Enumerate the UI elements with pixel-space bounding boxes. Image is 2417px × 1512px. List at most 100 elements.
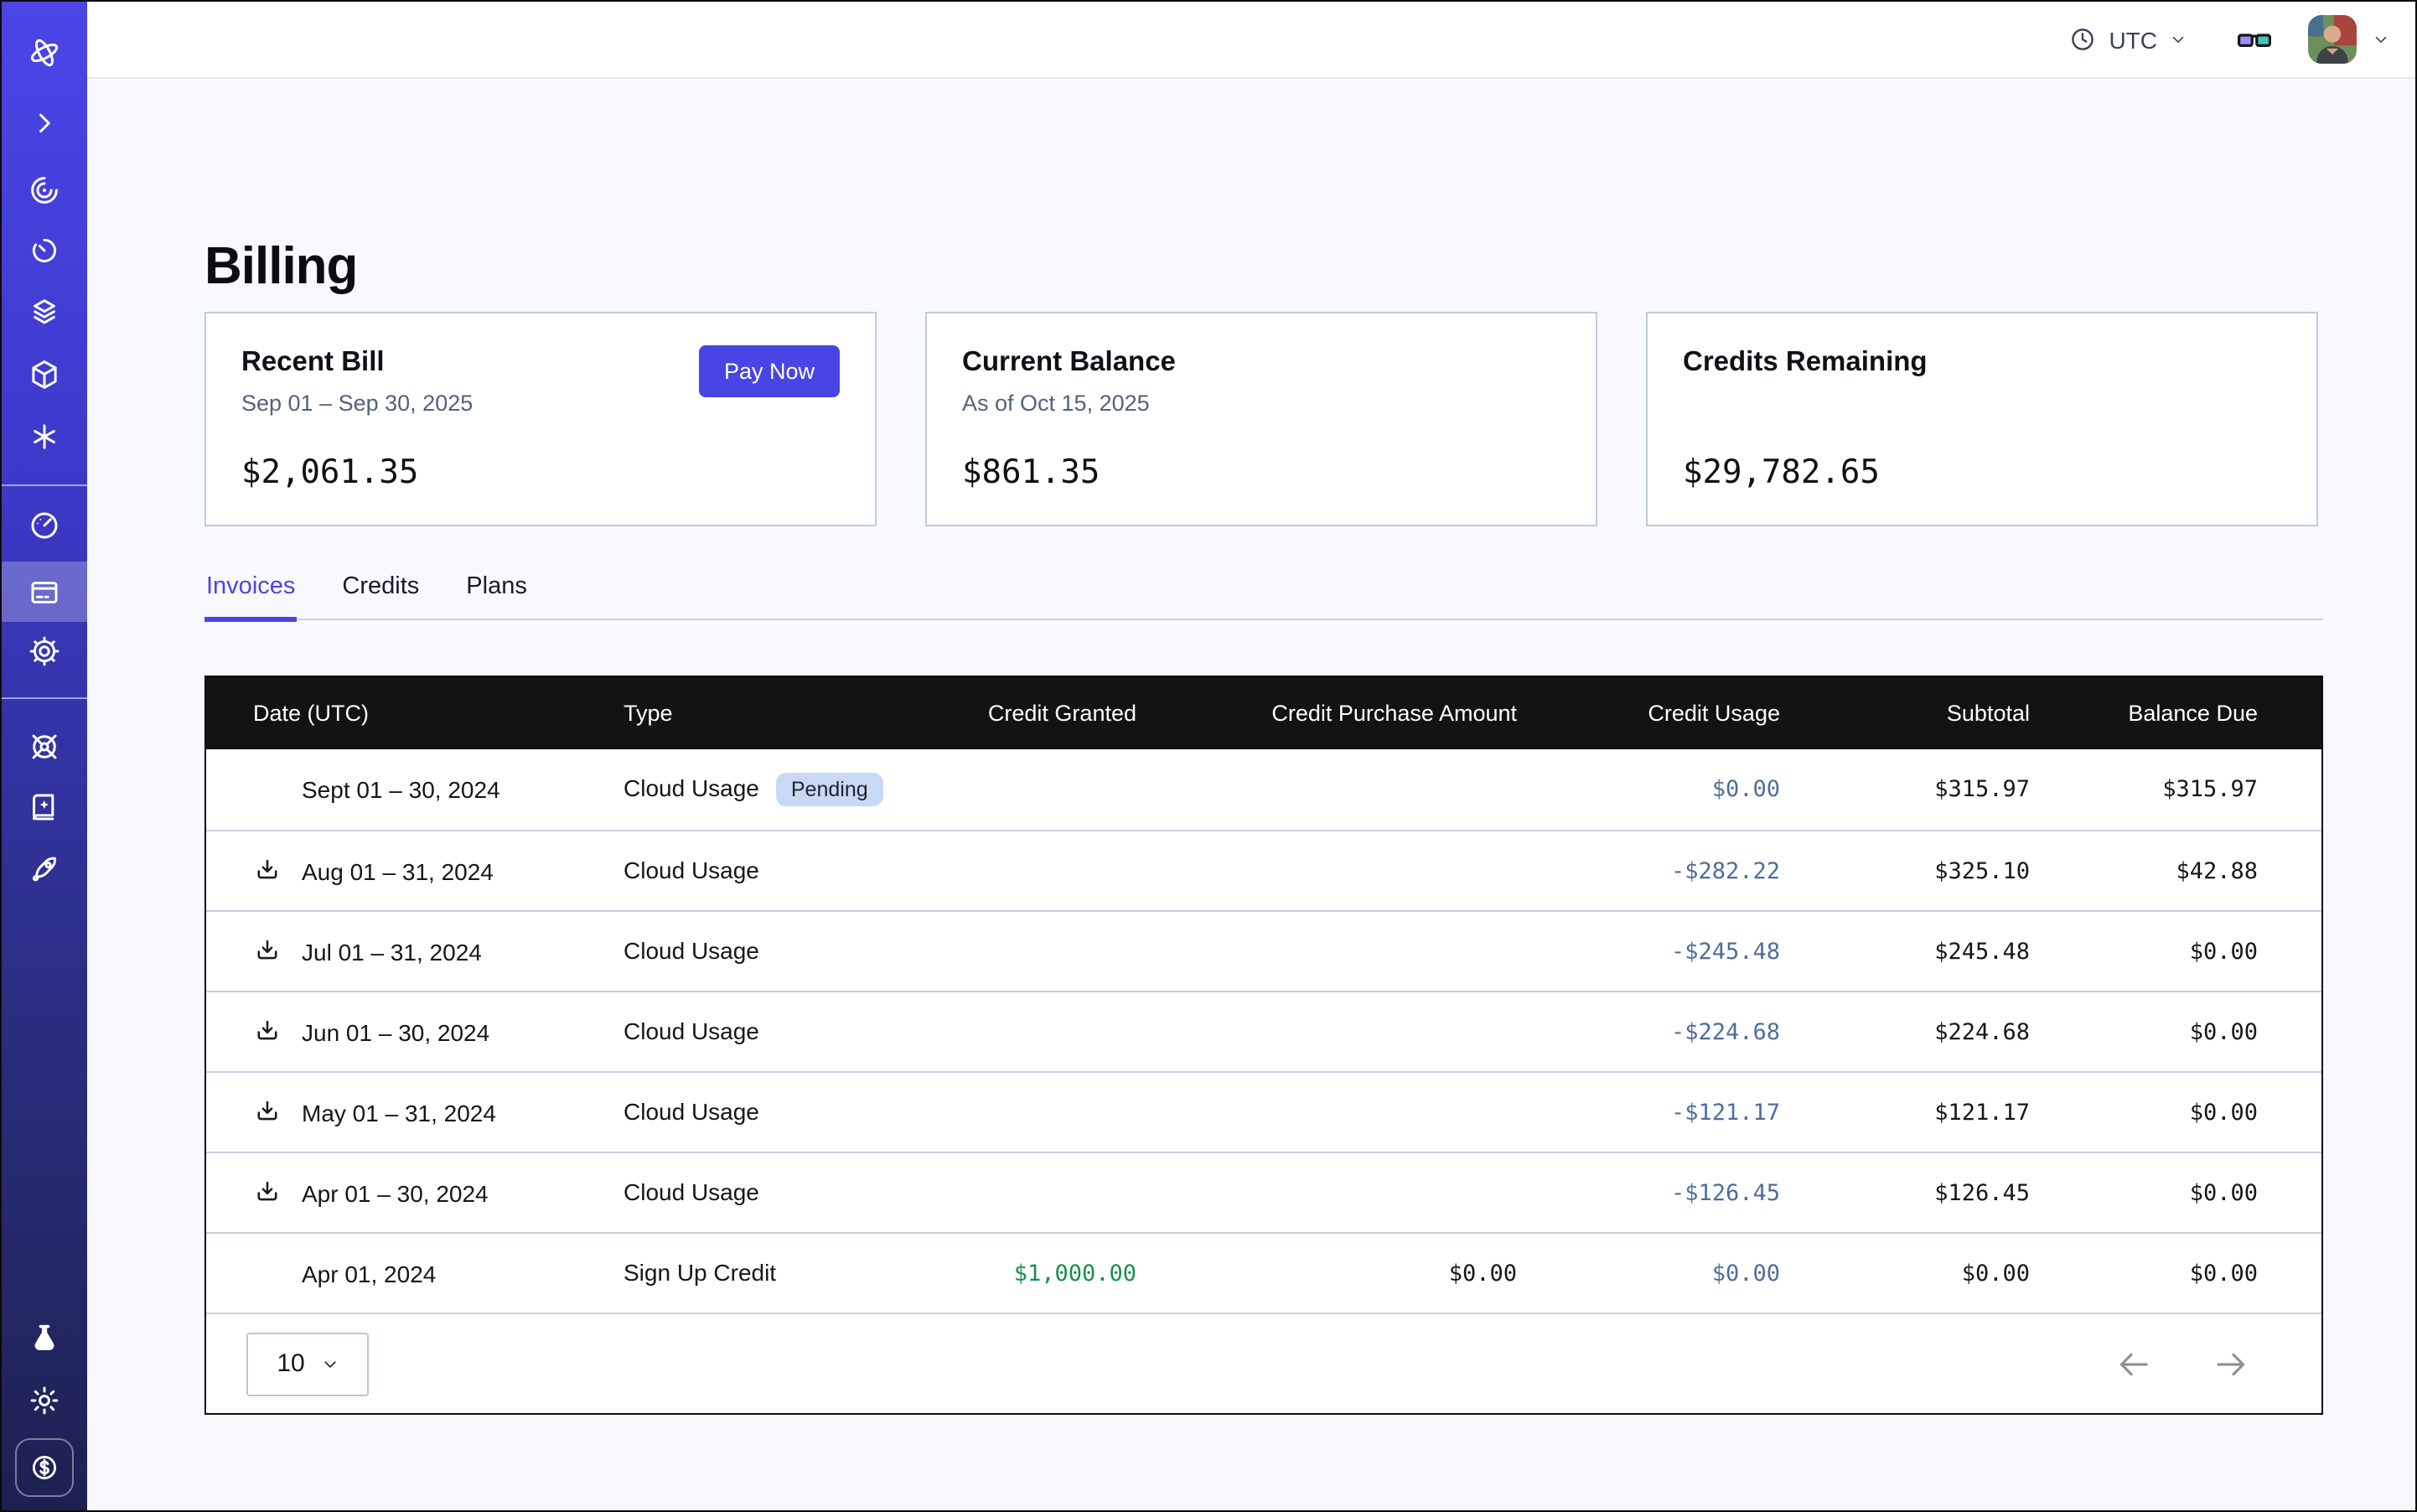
sidebar-item-billing[interactable] [2, 568, 87, 615]
invoice-date: Apr 01, 2024 [302, 1260, 437, 1287]
balance-due-value: $315.97 [2162, 776, 2258, 803]
reader-glasses-icon[interactable] [2234, 19, 2275, 60]
labs-flask-icon[interactable] [2, 1314, 87, 1361]
sidebar-active-highlight [2, 562, 87, 622]
avatar[interactable] [2308, 15, 2357, 64]
credit-usage-value: -$224.68 [1670, 1018, 1780, 1045]
rocket-icon[interactable] [2, 845, 87, 892]
invoice-date: Jul 01 – 31, 2024 [302, 938, 482, 965]
tab-invoices[interactable]: Invoices [204, 573, 298, 622]
card-title: Credits Remaining [1683, 347, 1928, 377]
timezone-label: UTC [2109, 26, 2157, 53]
status-badge: Pending [775, 773, 883, 806]
subtotal-value: $325.10 [1934, 857, 2030, 884]
credit-usage-value: $0.00 [1711, 1260, 1780, 1287]
invoice-type: Cloud Usage [624, 774, 759, 801]
credit-usage-value: -$121.17 [1670, 1099, 1780, 1126]
invoice-type: Cloud Usage [624, 1178, 759, 1204]
support-wheel-icon[interactable] [2, 722, 87, 769]
invoice-type: Cloud Usage [624, 856, 759, 883]
header-credit-usage: Credit Usage [1648, 701, 1780, 726]
invoice-type: Cloud Usage [624, 936, 759, 963]
credit-granted-value: $1,000.00 [1013, 1260, 1136, 1287]
invoice-date: Jun 01 – 30, 2024 [302, 1018, 490, 1045]
download-invoice-button[interactable] [253, 1098, 282, 1126]
download-invoice-button[interactable] [253, 1017, 282, 1046]
theme-sun-icon[interactable] [2, 1376, 87, 1423]
balance-due-value: $0.00 [2189, 938, 2258, 965]
credit-usage-value: -$245.48 [1670, 938, 1780, 965]
header-date: Date (UTC) [253, 701, 370, 726]
subtotal-value: $126.45 [1934, 1179, 2030, 1206]
card-amount: $2,061.35 [241, 453, 419, 491]
pay-now-button[interactable]: Pay Now [698, 345, 840, 397]
chevron-down-icon [324, 1360, 336, 1367]
balance-due-value: $42.88 [2176, 857, 2258, 884]
invoice-date: Apr 01 – 30, 2024 [302, 1179, 489, 1206]
tab-plans[interactable]: Plans [466, 573, 527, 600]
brand-logo-icon[interactable] [2, 28, 87, 75]
table-row: May 01 – 31, 2024 Cloud Usage -$121.17 $… [206, 1071, 2321, 1152]
table-row: Apr 01, 2024 Sign Up Credit $1,000.00 $0… [206, 1232, 2321, 1313]
header-type: Type [624, 701, 673, 726]
card-title: Recent Bill [241, 347, 385, 377]
card-subtitle: Sep 01 – Sep 30, 2025 [241, 391, 474, 416]
table-header: Date (UTC) Type Credit Granted Credit Pu… [206, 677, 2321, 749]
recent-bill-card: Recent Bill Sep 01 – Sep 30, 2025 $2,061… [204, 312, 877, 526]
tab-credits[interactable]: Credits [342, 573, 420, 600]
cube-icon[interactable] [2, 350, 87, 397]
page-size-select[interactable]: 10 [246, 1332, 369, 1395]
invoice-type: Cloud Usage [624, 1017, 759, 1043]
table-row: Apr 01 – 30, 2024 Cloud Usage -$126.45 $… [206, 1152, 2321, 1232]
subtotal-value: $245.48 [1934, 938, 2030, 965]
sidebar [2, 2, 87, 1510]
download-invoice-button[interactable] [253, 937, 282, 966]
timer-icon[interactable] [2, 226, 87, 273]
credits-remaining-card: Credits Remaining $29,782.65 [1646, 312, 2318, 526]
invoice-date: Aug 01 – 31, 2024 [302, 857, 494, 884]
timezone-selector[interactable]: UTC [2068, 25, 2187, 54]
card-subtitle: As of Oct 15, 2025 [962, 391, 1150, 416]
sidebar-divider [2, 484, 87, 486]
collapse-chevron-right-icon[interactable] [2, 99, 87, 146]
docs-book-icon[interactable] [2, 783, 87, 830]
chevron-down-icon [2172, 36, 2184, 44]
summary-cards: Recent Bill Sep 01 – Sep 30, 2025 $2,061… [204, 312, 2318, 526]
table-row: Jun 01 – 30, 2024 Cloud Usage -$224.68 $… [206, 991, 2321, 1071]
page-title: Billing [204, 236, 358, 295]
credit-usage-value: -$126.45 [1670, 1179, 1780, 1206]
observe-eye-icon[interactable] [2, 166, 87, 213]
table-footer: 10 [206, 1313, 2321, 1413]
usage-gauge-icon[interactable] [2, 501, 87, 548]
pager [2114, 1344, 2251, 1384]
subtotal-value: $0.00 [1961, 1260, 2030, 1287]
layers-icon[interactable] [2, 288, 87, 335]
clock-icon [2072, 28, 2094, 50]
header-credit-purchase: Credit Purchase Amount [1271, 701, 1517, 726]
credit-usage-value: $0.00 [1711, 776, 1780, 803]
credits-dollar-badge-button[interactable] [15, 1438, 74, 1497]
card-amount: $861.35 [962, 453, 1100, 491]
next-page-arrow-icon[interactable] [2211, 1344, 2251, 1384]
invoices-table: Date (UTC) Type Credit Granted Credit Pu… [204, 676, 2323, 1415]
main-content: Billing Recent Bill Sep 01 – Sep 30, 202… [87, 80, 2415, 1510]
download-invoice-button[interactable] [253, 1178, 282, 1207]
credit-usage-value: -$282.22 [1670, 857, 1780, 884]
table-row: Sept 01 – 30, 2024 Cloud Usage Pending $0… [206, 749, 2321, 830]
sidebar-divider [2, 697, 87, 699]
billing-tabs: Invoices Credits Plans [204, 573, 2323, 622]
previous-page-arrow-icon[interactable] [2114, 1344, 2154, 1384]
card-amount: $29,782.65 [1683, 453, 1880, 491]
invoice-table-body: Sept 01 – 30, 2024 Cloud Usage Pending $0… [206, 749, 2321, 1313]
asterisk-icon[interactable] [2, 412, 87, 459]
header-balance-due: Balance Due [2128, 701, 2258, 726]
topbar: UTC [87, 2, 2415, 79]
invoice-type: Sign Up Credit [624, 1258, 777, 1285]
invoice-type: Cloud Usage [624, 1097, 759, 1124]
download-invoice-button[interactable] [253, 857, 282, 885]
header-credit-granted: Credit Granted [987, 701, 1136, 726]
settings-gear-icon[interactable] [2, 627, 87, 674]
table-row: Aug 01 – 31, 2024 Cloud Usage -$282.22 $… [206, 830, 2321, 910]
table-row: Jul 01 – 31, 2024 Cloud Usage -$245.48 $… [206, 910, 2321, 991]
account-menu-chevron-icon[interactable] [2372, 30, 2390, 49]
